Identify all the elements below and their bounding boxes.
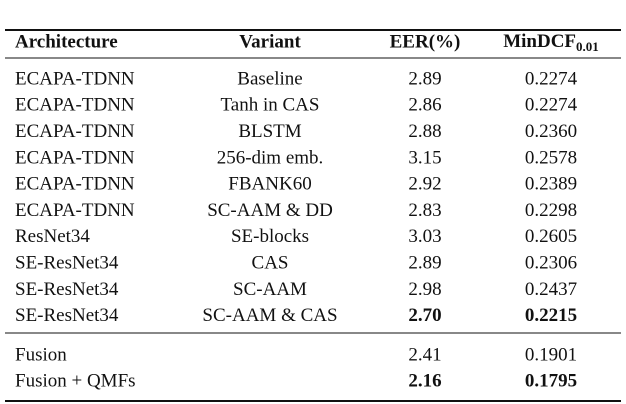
table-cell: 2.92 [408, 174, 441, 195]
table-cell: ECAPA-TDNN [15, 68, 135, 89]
table-cell: 0.2605 [525, 226, 577, 247]
table-cell: 2.89 [408, 252, 441, 273]
table-cell: ECAPA-TDNN [15, 200, 135, 221]
table-cell: 0.2389 [525, 174, 577, 195]
table-cell: SC-AAM & DD [207, 200, 333, 221]
table-cell: 0.2274 [525, 68, 578, 89]
table-cell: SE-ResNet34 [15, 305, 119, 326]
header-cell: EER(%) [390, 31, 461, 52]
table-cell: FBANK60 [228, 174, 311, 195]
table-cell: 0.2215 [525, 305, 577, 326]
table-cell: SE-blocks [231, 226, 309, 247]
table-cell: Fusion + QMFs [15, 370, 136, 391]
table-cell: 2.41 [408, 344, 441, 365]
table-cell: 0.2274 [525, 95, 578, 116]
table-cell: ResNet34 [15, 226, 90, 247]
table-cell: 0.2437 [525, 279, 577, 300]
table-cell: 0.2360 [525, 121, 577, 142]
table-cell: 256-dim emb. [217, 147, 324, 168]
table-cell: 3.03 [408, 226, 441, 247]
header-cell: MinDCF0.01 [503, 31, 599, 54]
table-cell: 0.1795 [525, 370, 577, 391]
table-cell: 2.70 [408, 305, 441, 326]
header-subscript: 0.01 [576, 39, 599, 54]
table-cell: ECAPA-TDNN [15, 95, 135, 116]
table-cell: Baseline [237, 68, 302, 89]
header-cell: Variant [239, 31, 301, 52]
header-cell: Architecture [15, 31, 118, 52]
table-cell: BLSTM [238, 121, 301, 142]
table-cell: 2.88 [408, 121, 441, 142]
table-cell: SC-AAM [233, 279, 307, 300]
table-cell: 2.89 [408, 68, 441, 89]
table-cell: 2.16 [408, 370, 441, 391]
table-cell: 0.2578 [525, 147, 577, 168]
table-cell: 2.86 [408, 95, 441, 116]
table-cell: 3.15 [408, 147, 441, 168]
table-cell: SC-AAM & CAS [202, 305, 337, 326]
table-cell: 0.2298 [525, 200, 577, 221]
table-cell: ECAPA-TDNN [15, 147, 135, 168]
table-cell: SE-ResNet34 [15, 279, 119, 300]
table-cell: 0.2306 [525, 252, 577, 273]
table-cell: SE-ResNet34 [15, 252, 119, 273]
table-cell: Tanh in CAS [221, 95, 320, 116]
table-cell: Fusion [15, 344, 67, 365]
header-text: MinDCF [503, 31, 576, 52]
table-cell: 0.1901 [525, 344, 577, 365]
table-cell: 2.83 [408, 200, 441, 221]
table-cell: CAS [252, 252, 289, 273]
table-cell: ECAPA-TDNN [15, 121, 135, 142]
table-cell: 2.98 [408, 279, 441, 300]
table-cell: ECAPA-TDNN [15, 174, 135, 195]
